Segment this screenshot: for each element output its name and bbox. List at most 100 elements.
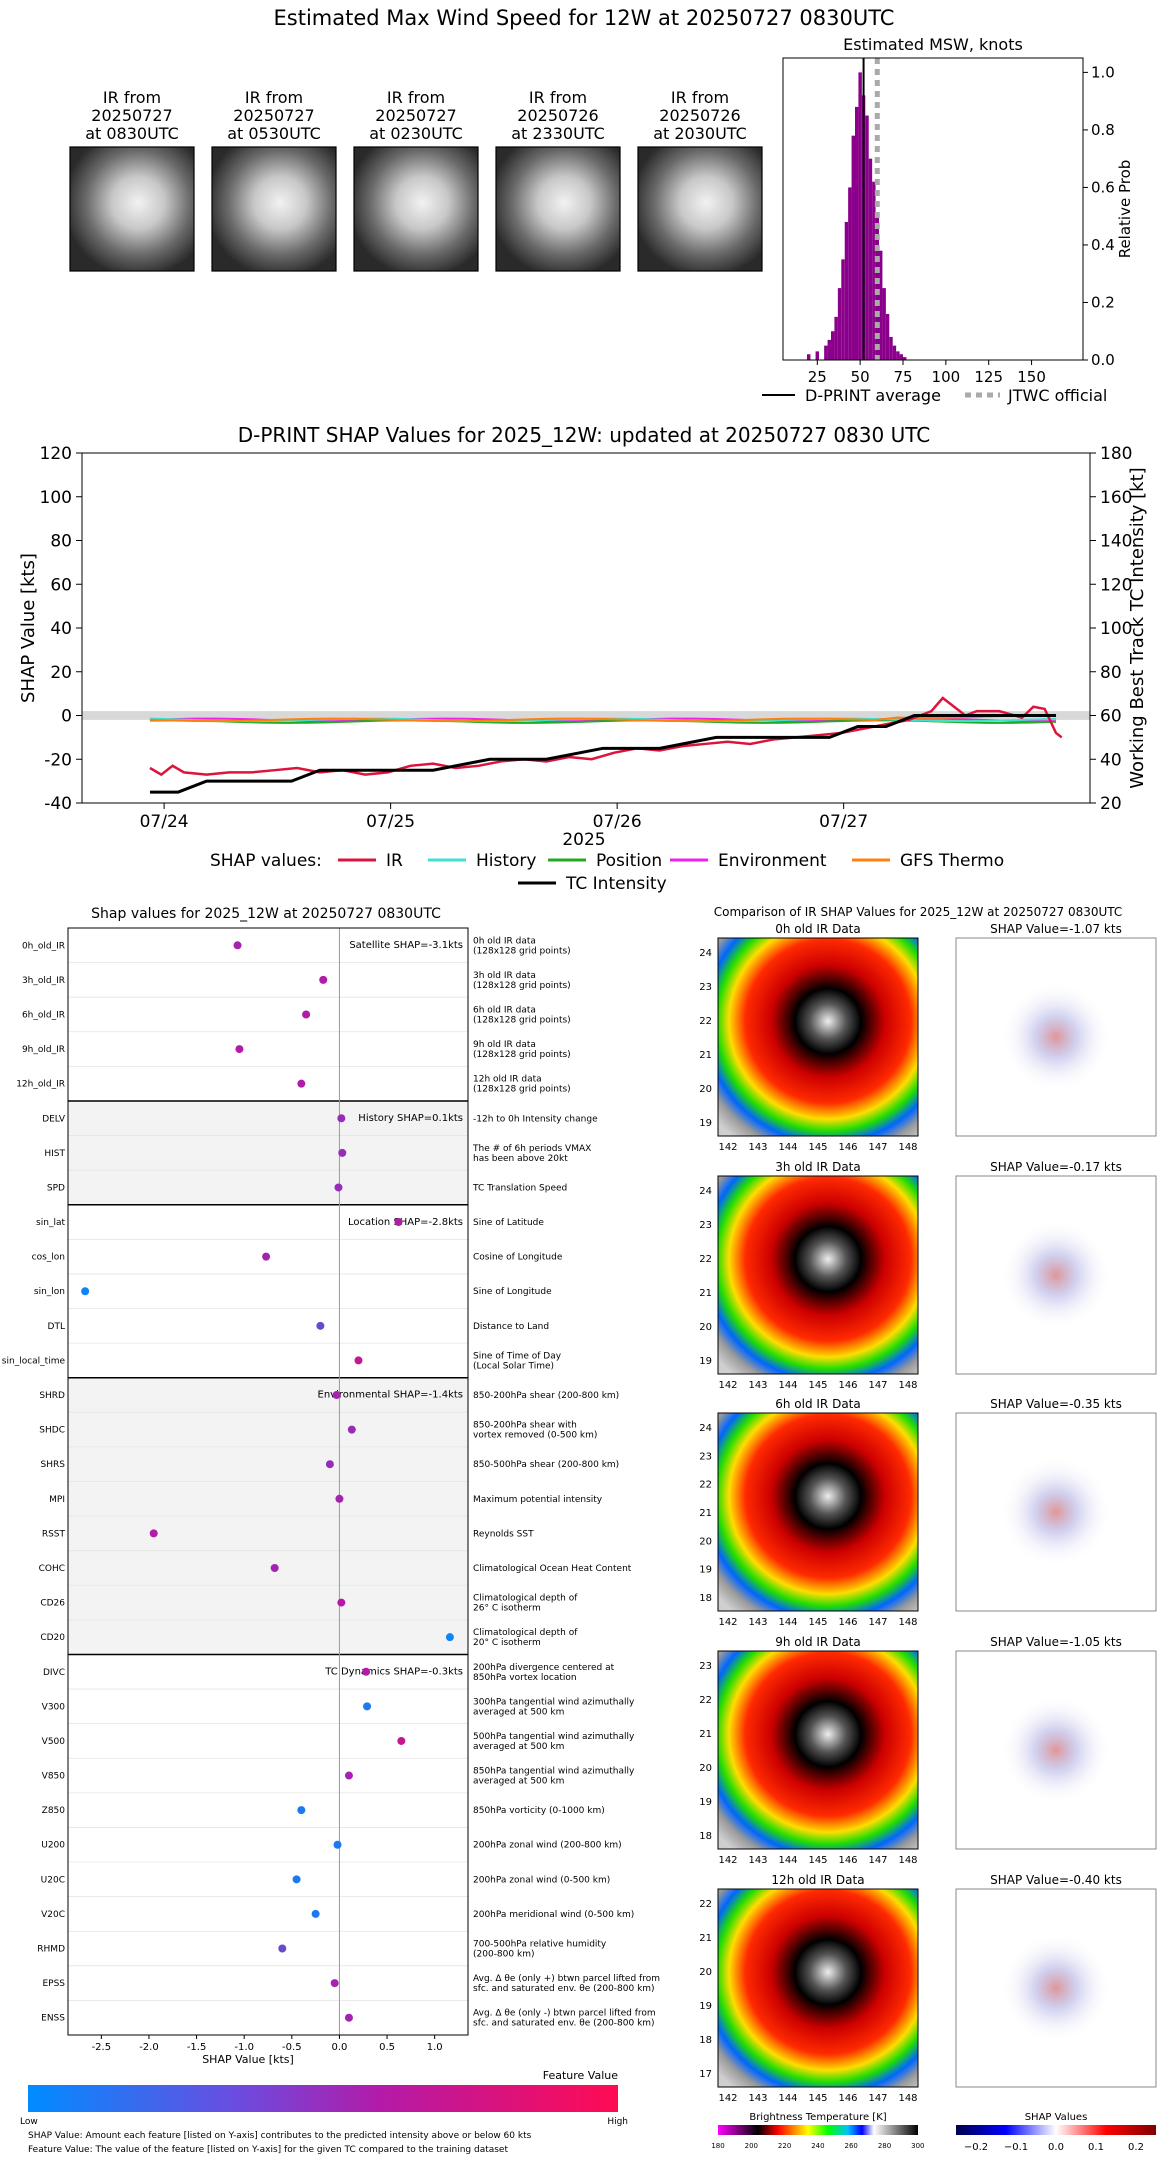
ir-ytick-label: 20 <box>699 1084 712 1095</box>
y-tick-label: 0.8 <box>1091 121 1115 139</box>
feature-description: has been above 20kt <box>473 1154 568 1164</box>
feature-name: U20C <box>41 1875 65 1885</box>
feature-description: 0h old IR data <box>473 936 536 946</box>
histogram-ylabel: Relative Prob <box>1116 160 1134 259</box>
ir-ytick-label: 21 <box>699 1288 712 1299</box>
y-tick-label: 120 <box>40 444 72 464</box>
y2-tick-label: 180 <box>1100 444 1132 464</box>
ir-xtick-label: 148 <box>898 1380 917 1391</box>
brightness-tick-label: 240 <box>811 2142 824 2150</box>
ir-xtick-label: 148 <box>898 1142 917 1153</box>
ir-panel-title: 6h old IR Data <box>775 1397 861 1411</box>
y2-tick-label: 60 <box>1100 707 1122 727</box>
colorbar-title: Feature Value <box>543 2069 619 2082</box>
shap-dot <box>233 941 242 950</box>
feature-name: SPD <box>47 1183 65 1193</box>
feature-description: sfc. and saturated env. θe (200-800 km) <box>473 2019 655 2029</box>
timeseries-y2label: Working Best Track TC Intensity [kt] <box>1127 467 1148 788</box>
shap-panel-heatmap <box>1001 1933 1111 2043</box>
feature-description: 850-200hPa shear (200-800 km) <box>473 1391 619 1401</box>
ir-xtick-label: 143 <box>748 1855 767 1866</box>
feature-name: 6h_old_IR <box>22 1010 65 1020</box>
ir-xtick-label: 148 <box>898 1855 917 1866</box>
feature-name: DTL <box>48 1322 65 1332</box>
tc-intensity-line <box>149 714 1057 794</box>
brightness-tick-label: 220 <box>778 2142 791 2150</box>
shap-dot <box>344 2013 353 2022</box>
ir-ytick-label: 20 <box>699 1967 712 1978</box>
x-tick-label: 07/27 <box>819 812 868 832</box>
legend-jtwc-label: JTWC official <box>1007 386 1107 405</box>
shap-colorbar <box>956 2125 1156 2135</box>
ir-thumbnail-label: IR from <box>529 88 587 107</box>
ir-thumbnail-label: IR from <box>245 88 303 107</box>
ir-ytick-label: 17 <box>699 2069 712 2080</box>
shap-dot <box>334 1183 343 1192</box>
shap-dot <box>445 1633 454 1642</box>
ir-panel-title: 12h old IR Data <box>771 1873 864 1887</box>
ir-panel-image <box>717 1888 919 2088</box>
shap-panel-heatmap <box>1001 982 1111 1092</box>
feature-description: 200hPa zonal wind (200-800 km) <box>473 1841 622 1851</box>
feature-description: Cosine of Longitude <box>473 1253 563 1263</box>
feature-description: Avg. Δ θe (only +) btwn parcel lifted fr… <box>473 1974 660 1984</box>
x-tick-label: 50 <box>851 368 870 386</box>
shap-dot <box>319 975 328 984</box>
shap-dot <box>344 1771 353 1780</box>
legend-label: Position <box>596 851 662 871</box>
feature-description: Sine of Longitude <box>473 1287 552 1297</box>
feature-name: sin_lon <box>34 1287 65 1297</box>
feature-description: TC Translation Speed <box>472 1183 567 1193</box>
histogram-bar <box>848 187 852 360</box>
ir-ytick-label: 21 <box>699 1050 712 1061</box>
ir-thumbnail-label: 20250726 <box>517 106 598 125</box>
feature-description: Sine of Time of Day <box>473 1351 562 1361</box>
x-tick-label: 125 <box>974 368 1003 386</box>
ir-thumbnail-label: 20250727 <box>91 106 172 125</box>
timeseries-xlabel: 2025 <box>562 830 605 850</box>
y-tick-label: 0.0 <box>1091 351 1115 369</box>
shap-dot <box>394 1218 403 1227</box>
feature-description: 850hPa tangential wind azimuthally <box>473 1767 635 1777</box>
histogram-title: Estimated MSW, knots <box>843 35 1023 54</box>
x-tick-label: 0.5 <box>379 2042 395 2053</box>
feature-description: 300hPa tangential wind azimuthally <box>473 1697 635 1707</box>
shap-dot <box>316 1321 325 1330</box>
x-tick-label: 100 <box>932 368 961 386</box>
feature-description: (Local Solar Time) <box>473 1361 554 1371</box>
brightness-tick-label: 200 <box>745 2142 758 2150</box>
ir-xtick-label: 145 <box>808 1855 827 1866</box>
zero-band <box>82 711 1090 720</box>
shap-dot <box>149 1529 158 1538</box>
shap-dot <box>325 1460 334 1469</box>
feature-description: Climatological Ocean Heat Content <box>473 1564 632 1574</box>
y-tick-label: -40 <box>44 794 72 814</box>
feature-description: (128x128 grid points) <box>473 1085 571 1095</box>
timeseries-ylabel: SHAP Value [kts] <box>18 553 39 703</box>
feature-name: RSST <box>42 1529 66 1539</box>
ir-ytick-label: 19 <box>699 2001 712 2012</box>
ir-thumbnail-label: IR from <box>671 88 729 107</box>
shap-colorbar-tick-label: 0.2 <box>1128 2142 1144 2153</box>
shap-dot <box>337 1598 346 1607</box>
feature-description: 850-200hPa shear with <box>473 1421 577 1431</box>
x-tick-label: 07/25 <box>366 812 415 832</box>
feature-name: SHRD <box>39 1391 65 1401</box>
ir-ytick-label: 20 <box>699 1536 712 1547</box>
ir-xtick-label: 146 <box>838 1142 857 1153</box>
feature-description: Distance to Land <box>473 1322 549 1332</box>
x-tick-label: 07/26 <box>593 812 642 832</box>
histogram-bar <box>892 345 897 360</box>
histogram-bar <box>855 106 859 361</box>
legend-label: IR <box>386 851 403 871</box>
legend-label: GFS Thermo <box>900 851 1004 871</box>
feature-name: 12h_old_IR <box>16 1080 65 1090</box>
x-tick-label: -0.5 <box>282 2042 302 2053</box>
ir-xtick-label: 142 <box>718 1617 737 1628</box>
y-tick-label: 0.2 <box>1091 293 1115 311</box>
histogram-bar <box>868 158 873 360</box>
ir-xtick-label: 143 <box>748 1617 767 1628</box>
histogram-bar <box>889 336 893 360</box>
shap-dot <box>363 1702 372 1711</box>
y2-tick-label: 80 <box>1100 663 1122 683</box>
